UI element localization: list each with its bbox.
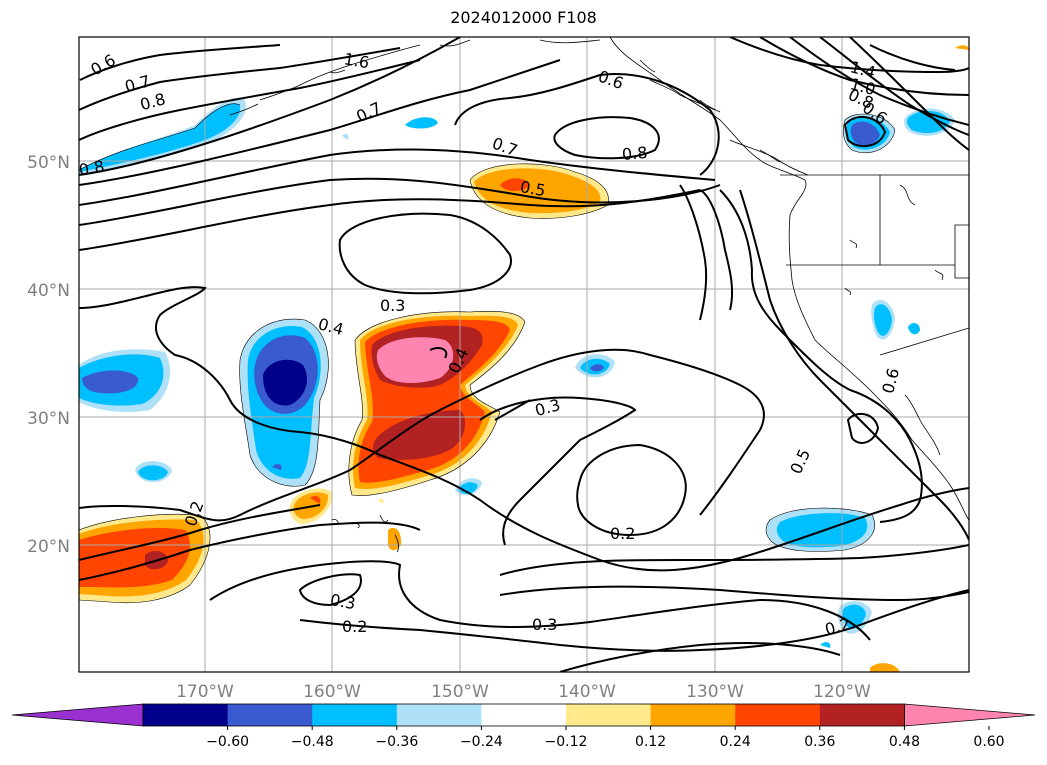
negative-anomaly-area: [405, 117, 438, 129]
colorbar-tick-label: −0.12: [545, 734, 588, 750]
colorbar-tick-label: 0.48: [889, 734, 920, 750]
positive-anomaly-area: [79, 528, 191, 588]
lon-label: 150°W: [431, 682, 489, 702]
lat-label: 50°N: [27, 153, 70, 173]
negative-anomaly-area: [138, 465, 168, 481]
colorbar-tick-label: 0.36: [804, 734, 835, 750]
colorbar-tick-label: −0.48: [291, 734, 334, 750]
lon-label: 170°W: [176, 682, 234, 702]
colorbar-extend-high: [904, 703, 1036, 727]
positive-anomaly-area: [376, 337, 454, 384]
colorbar-tick-label: 0.12: [635, 734, 666, 750]
negative-anomaly-area: [820, 642, 831, 648]
colorbar-tick-label: −0.60: [206, 734, 249, 750]
negative-anomaly-area: [850, 121, 880, 146]
positive-anomaly-area: [310, 496, 321, 504]
contour-label: 0.6: [878, 366, 903, 396]
negative-anomaly-area: [82, 370, 139, 394]
negative-anomaly-area: [263, 359, 307, 406]
colorbar-cell: [312, 704, 398, 726]
negative-anomaly-area: [458, 482, 478, 494]
contour-label: 0.2: [342, 617, 367, 636]
lon-label: 160°W: [303, 682, 361, 702]
lat-label: 40°N: [27, 281, 70, 301]
contour-label: 0.3: [329, 590, 357, 613]
negative-anomaly-area: [590, 364, 604, 372]
contour-label: 0.8: [138, 89, 168, 114]
negative-anomaly-area: [79, 103, 241, 172]
contour-label: 0.8: [621, 143, 648, 164]
positive-anomaly-area: [955, 45, 969, 50]
lat-label: 30°N: [27, 409, 70, 429]
contour-label: 0.2: [610, 524, 635, 543]
contour-label: 0.2: [823, 614, 853, 639]
colorbar-cell: [396, 704, 482, 726]
colorbar-tick-label: −0.36: [375, 734, 418, 750]
lon-label: 130°W: [686, 682, 744, 702]
colorbar-outline: [142, 703, 905, 727]
contour-label: 0.3: [532, 615, 557, 634]
positive-anomaly-area: [378, 498, 384, 504]
contour-lines: [79, 37, 969, 672]
colorbar-cell: [227, 704, 313, 726]
contour-label: 1.6: [342, 49, 370, 72]
coastlines: [229, 37, 969, 553]
map-title: 2024012000 F108: [450, 8, 597, 27]
lon-label-group: 170°W 160°W 150°W 140°W 130°W 120°W: [176, 682, 871, 702]
colorbar-cell: [650, 704, 736, 726]
positive-anomaly-area: [388, 527, 402, 551]
colorbar-extend-low: [11, 703, 144, 727]
colorbar-cell: [819, 704, 905, 726]
contour-label: 0.6: [596, 66, 626, 93]
lon-label: 120°W: [813, 682, 871, 702]
colorbar-cell: [143, 704, 229, 726]
lon-label: 140°W: [558, 682, 616, 702]
negative-anomaly-area: [272, 464, 282, 470]
lat-label: 20°N: [27, 537, 70, 557]
positive-anomaly-area: [500, 178, 530, 192]
graticule: [79, 37, 969, 672]
colorbar-tick-label: 0.60: [973, 734, 1004, 750]
contour-label: 0.8: [77, 157, 105, 180]
negative-anomaly-area: [342, 133, 349, 140]
contour-label: 0.5: [786, 446, 814, 477]
contour-label: 0.7: [490, 133, 520, 160]
lat-label-group: 50°N 40°N 30°N 20°N: [27, 153, 70, 557]
colorbar-cell: [481, 704, 567, 726]
colorbar: −0.60 −0.48 −0.36 −0.24 −0.12 0.12 0.24 0.36 0.4…: [11, 703, 1036, 750]
positive-anomaly-area: [870, 663, 900, 672]
shading-outlines: [79, 103, 896, 604]
colorbar-tick-label: −0.24: [460, 734, 503, 750]
colorbar-cell: [735, 704, 821, 726]
negative-anomaly-area: [908, 323, 920, 335]
contour-label: 0.5: [519, 177, 547, 200]
colorbar-tick-label: 0.24: [720, 734, 751, 750]
colorbar-cell: [566, 704, 652, 726]
map-frame: [78, 36, 970, 673]
contour-label: 0.3: [380, 296, 405, 315]
negative-anomaly-area: [874, 304, 892, 336]
positive-anomaly-area: [373, 410, 466, 460]
negative-anomaly-area: [842, 604, 866, 629]
